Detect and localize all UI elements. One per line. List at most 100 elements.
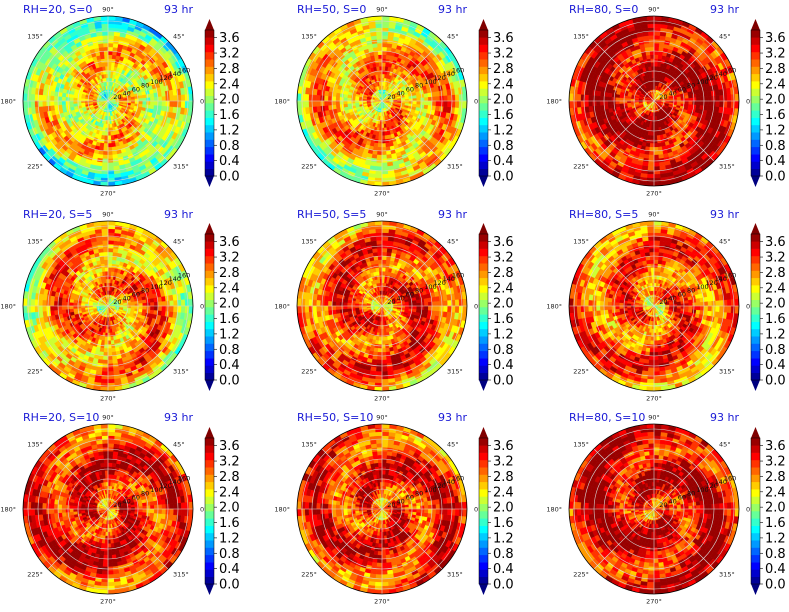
heatmap-cell xyxy=(381,177,390,183)
heatmap-cell xyxy=(107,58,112,63)
colorbar-extend-max xyxy=(205,19,214,30)
colorbar-segment xyxy=(751,132,760,140)
heatmap-cell xyxy=(651,123,655,129)
heatmap-cell xyxy=(184,93,190,102)
heatmap-cell xyxy=(650,135,655,140)
colorbar-segment xyxy=(205,51,214,60)
heatmap-cell xyxy=(111,58,116,64)
heatmap-cell xyxy=(726,94,732,102)
colorbar-tick-label: 2.0 xyxy=(765,93,786,108)
heatmap-cell xyxy=(180,100,186,108)
heatmap-cell xyxy=(354,98,360,102)
heatmap-cell xyxy=(347,94,352,99)
heatmap-cell xyxy=(149,104,155,110)
heatmap-cell xyxy=(653,139,658,144)
heatmap-cell xyxy=(707,95,713,102)
heatmap-cell xyxy=(584,94,589,102)
heatmap-cell xyxy=(653,46,659,52)
heatmap-cell xyxy=(30,94,36,102)
heatmap-cell xyxy=(447,94,452,102)
heatmap-cell xyxy=(339,93,345,98)
colorbar-segment xyxy=(205,95,214,104)
colorbar-segment xyxy=(751,146,760,155)
heatmap-cell xyxy=(69,94,74,99)
colorbar-segment xyxy=(479,103,488,111)
heatmap-cell xyxy=(316,100,321,107)
heatmap-cell xyxy=(375,135,380,140)
heatmap-cell xyxy=(65,100,70,105)
heatmap-cell xyxy=(381,166,389,171)
heatmap-cell xyxy=(458,100,464,109)
heatmap-cell xyxy=(381,154,388,160)
colorbar-segment xyxy=(751,117,760,126)
angular-tick-label: 180° xyxy=(0,98,16,106)
angular-tick-label: 270° xyxy=(646,190,662,198)
heatmap-cell xyxy=(381,19,390,25)
radial-tick-label: 80 xyxy=(687,82,695,90)
colorbar-segment xyxy=(751,154,760,162)
colorbar-tick-label: 3.2 xyxy=(219,47,240,62)
colorbar-extend-max xyxy=(479,19,488,30)
heatmap-cell xyxy=(443,100,448,107)
heatmap-cell xyxy=(381,46,387,52)
heatmap-cell xyxy=(146,100,151,105)
heatmap-cell xyxy=(692,97,697,102)
heatmap-cell xyxy=(107,19,116,25)
heatmap-cell xyxy=(381,35,388,40)
heatmap-cell xyxy=(424,96,429,102)
colorbar-extend-min xyxy=(479,176,488,187)
heatmap-cell xyxy=(343,100,348,105)
colorbar-segment xyxy=(205,81,214,89)
angular-tick-label: 270° xyxy=(100,190,116,198)
colorbar-segment xyxy=(479,110,488,118)
heatmap-cell xyxy=(107,73,111,79)
heatmap-cell xyxy=(688,97,693,102)
heatmap-cell xyxy=(615,97,620,102)
heatmap-cell xyxy=(102,162,109,167)
radial-tick-label: 20 xyxy=(113,93,121,101)
heatmap-cell xyxy=(53,100,59,106)
heatmap-cell xyxy=(150,100,155,106)
colorbar-segment xyxy=(205,44,214,53)
polar-panel: 20 40 60 80 1001201401600°45°90°135°180°225°… xyxy=(274,3,513,198)
heatmap-cell xyxy=(378,58,383,63)
heatmap-cell xyxy=(107,166,115,171)
heatmap-cell xyxy=(42,95,47,102)
heatmap-cell xyxy=(647,173,655,179)
heatmap-cell xyxy=(103,143,109,148)
heatmap-cell xyxy=(378,135,383,140)
heatmap-cell xyxy=(376,162,383,167)
colorbar-segment xyxy=(751,66,760,75)
heatmap-cell xyxy=(312,100,317,108)
heatmap-cell xyxy=(101,135,106,140)
heatmap-cell xyxy=(572,100,578,109)
colorbar: 0.00.40.81.21.62.02.42.83.23.6 xyxy=(204,19,240,187)
heatmap-cell xyxy=(653,150,659,156)
heatmap-cell xyxy=(107,54,113,59)
heatmap-cell xyxy=(648,162,655,167)
heatmap-cell xyxy=(42,100,47,107)
colorbar-tick-label: 2.4 xyxy=(765,77,786,92)
colorbar-tick-label: 0.4 xyxy=(765,154,786,169)
heatmap-cell xyxy=(142,103,147,108)
colorbar-segment xyxy=(205,88,214,96)
angular-tick-label: 45° xyxy=(447,32,459,40)
panel-time-label: 93 hr xyxy=(164,3,193,16)
panel-time-label: 93 hr xyxy=(710,3,739,16)
heatmap-cell xyxy=(378,139,383,144)
angular-tick-label: 225° xyxy=(573,163,589,171)
colorbar-segment xyxy=(479,37,488,45)
heatmap-cell xyxy=(646,177,655,183)
heatmap-cell xyxy=(408,100,414,104)
heatmap-cell xyxy=(381,62,386,67)
angular-tick-label: 90° xyxy=(648,6,660,14)
radial-tick-label: 60 xyxy=(406,86,414,94)
angular-tick-label: 180° xyxy=(274,98,290,106)
heatmap-cell xyxy=(649,46,655,52)
angular-tick-label: 225° xyxy=(301,163,317,171)
colorbar-segment xyxy=(205,110,214,118)
heatmap-cell xyxy=(576,94,582,102)
heatmap-cell xyxy=(107,42,114,48)
heatmap-cell xyxy=(458,93,464,102)
heatmap-cell xyxy=(105,123,109,129)
